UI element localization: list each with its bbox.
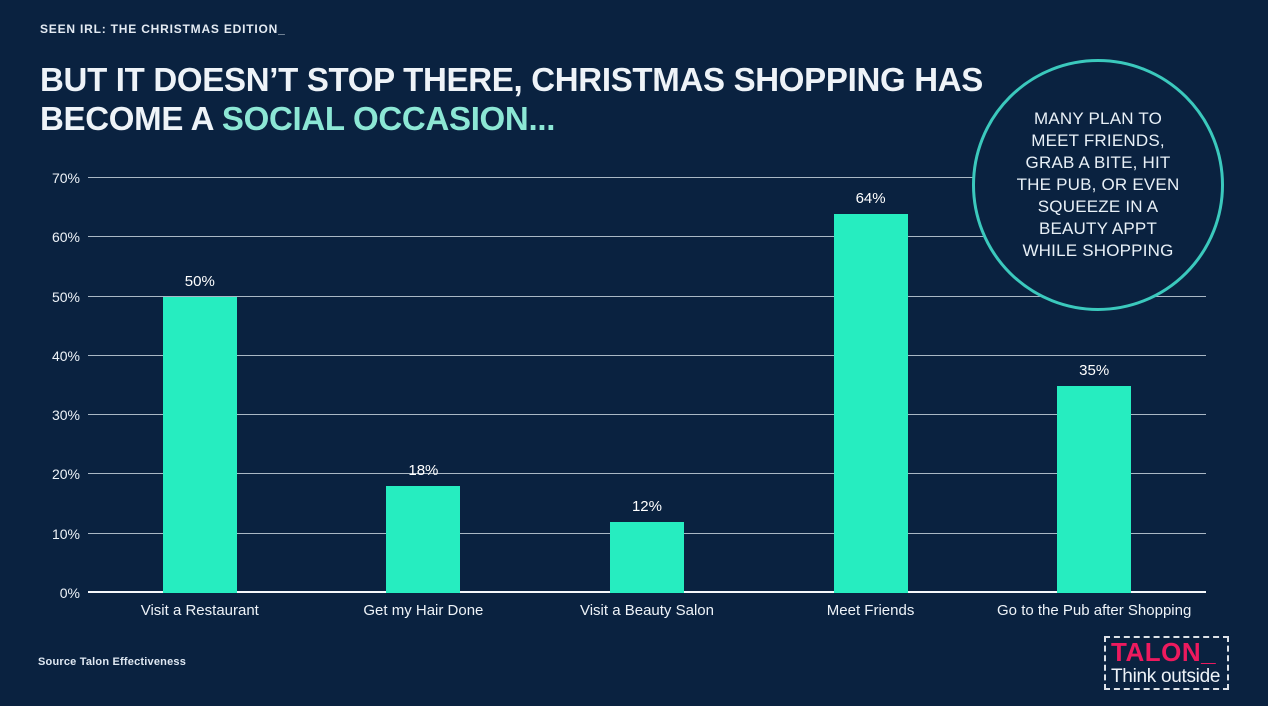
- logo-tagline: Think outside: [1111, 666, 1221, 687]
- title-line-2-accent: SOCIAL OCCASION...: [221, 100, 556, 137]
- y-axis-tick-label: 60%: [51, 229, 80, 246]
- y-axis-tick-label: 70%: [51, 170, 80, 186]
- bar-slot: 50%: [88, 178, 312, 593]
- bar-value-label: 12%: [631, 497, 662, 515]
- logo-wordmark: TALON_: [1111, 637, 1217, 667]
- gridline: [88, 414, 1206, 416]
- slide-title: BUT IT DOESN’T STOP THERE, CHRISTMAS SHO…: [40, 60, 1000, 138]
- source-note: Source Talon Effectiveness: [38, 656, 187, 668]
- gridline: [88, 473, 1206, 475]
- y-axis: 0% 10% 20% 30% 40% 50% 60% 70%: [0, 170, 80, 601]
- x-axis-category-label: Go to the Pub after Shopping: [997, 602, 1192, 619]
- bar-value-label: 64%: [855, 189, 886, 207]
- title-line-1: BUT IT DOESN’T STOP THERE, CHRISTMAS SHO…: [40, 61, 984, 98]
- eyebrow-tag: SEEN IRL: THE CHRISTMAS EDITION_: [40, 22, 286, 36]
- bar-meet-friends: [833, 213, 908, 593]
- bar-value-label: 50%: [184, 272, 215, 290]
- y-axis-tick-label: 0%: [59, 585, 80, 601]
- y-axis-tick-label: 40%: [51, 347, 80, 364]
- y-axis-tick-label: 20%: [51, 466, 80, 483]
- x-axis-labels: Visit a Restaurant Get my Hair Done Visit …: [88, 602, 1206, 619]
- bar-slot: 12%: [535, 178, 759, 593]
- gridline: [88, 177, 1206, 178]
- gridline: [88, 295, 1206, 297]
- bar-get-my-hair-done: [386, 486, 461, 593]
- talon-logo: TALON_ Think outside: [1104, 636, 1229, 690]
- x-axis-category-label: Meet Friends: [826, 602, 915, 619]
- callout-text: MANY PLAN TO MEET FRIENDS, GRAB A BITE, …: [1016, 109, 1180, 260]
- y-axis-tick-label: 30%: [51, 407, 80, 424]
- x-axis-category-label: Visit a Restaurant: [140, 602, 259, 619]
- title-line-2-plain: BECOME A: [40, 100, 222, 137]
- bar-value-label: 18%: [408, 462, 439, 480]
- bar-value-label: 35%: [1079, 361, 1110, 379]
- bar-visit-a-restaurant: [162, 296, 237, 593]
- x-axis-category-label: Visit a Beauty Salon: [579, 602, 714, 619]
- y-axis-tick-label: 10%: [51, 525, 80, 542]
- x-axis-category-label: Get my Hair Done: [363, 602, 484, 619]
- gridline: [88, 236, 1206, 238]
- bar-slot: 35%: [982, 178, 1206, 593]
- y-axis-tick-label: 50%: [51, 288, 80, 305]
- bar-visit-a-beauty-salon: [609, 521, 684, 593]
- gridline: [88, 354, 1206, 356]
- bar-slot: 18%: [312, 178, 536, 593]
- callout-circle: MANY PLAN TO MEET FRIENDS, GRAB A BITE, …: [972, 59, 1224, 311]
- bar-go-to-the-pub-after-shopping: [1057, 385, 1132, 593]
- bar-slot: 64%: [759, 178, 983, 593]
- plot-area: 50% 18% 12% 64% 35%: [88, 177, 1206, 593]
